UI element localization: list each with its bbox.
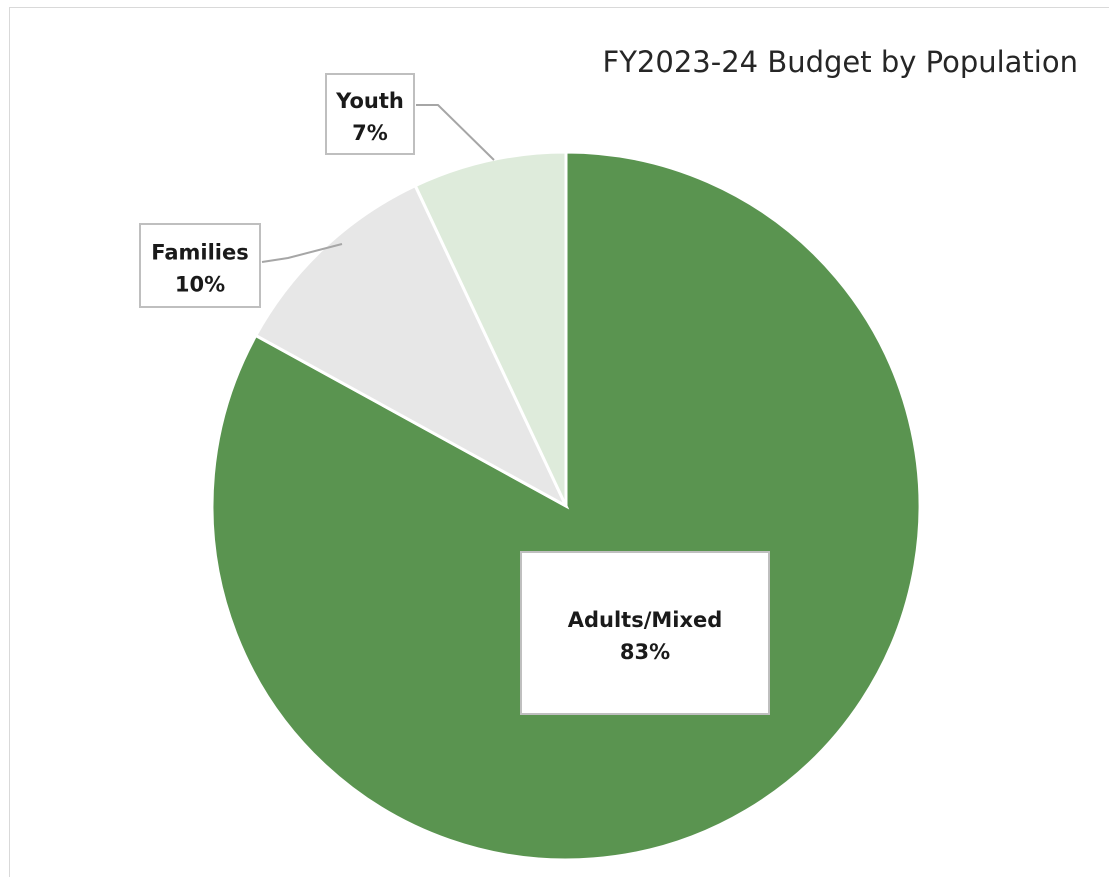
chart-title: FY2023-24 Budget by Population (603, 45, 1078, 79)
data-label-category: Youth (335, 89, 404, 113)
leader-lines (261, 104, 495, 263)
data-label-percent: 83% (620, 640, 670, 664)
data-label-youth: Youth 7% (325, 73, 415, 155)
data-label-percent: 7% (352, 121, 388, 145)
data-label-box (139, 223, 261, 308)
data-label-box (520, 551, 770, 715)
data-label-category: Families (151, 241, 249, 265)
pie-slice-youth (413, 150, 568, 507)
pie-slices (210, 150, 922, 862)
data-label-families: Families 10% (139, 223, 261, 308)
leader-line-families (261, 243, 343, 263)
data-label-adults-mixed: Adults/Mixed 83% (520, 551, 770, 715)
data-label-category: Adults/Mixed (568, 608, 723, 632)
data-label-percent: 10% (175, 273, 225, 297)
data-labels: Adults/Mixed 83% Families 10% Youth 7% (139, 73, 770, 715)
data-label-box (325, 73, 415, 155)
leader-line-youth (416, 104, 495, 161)
